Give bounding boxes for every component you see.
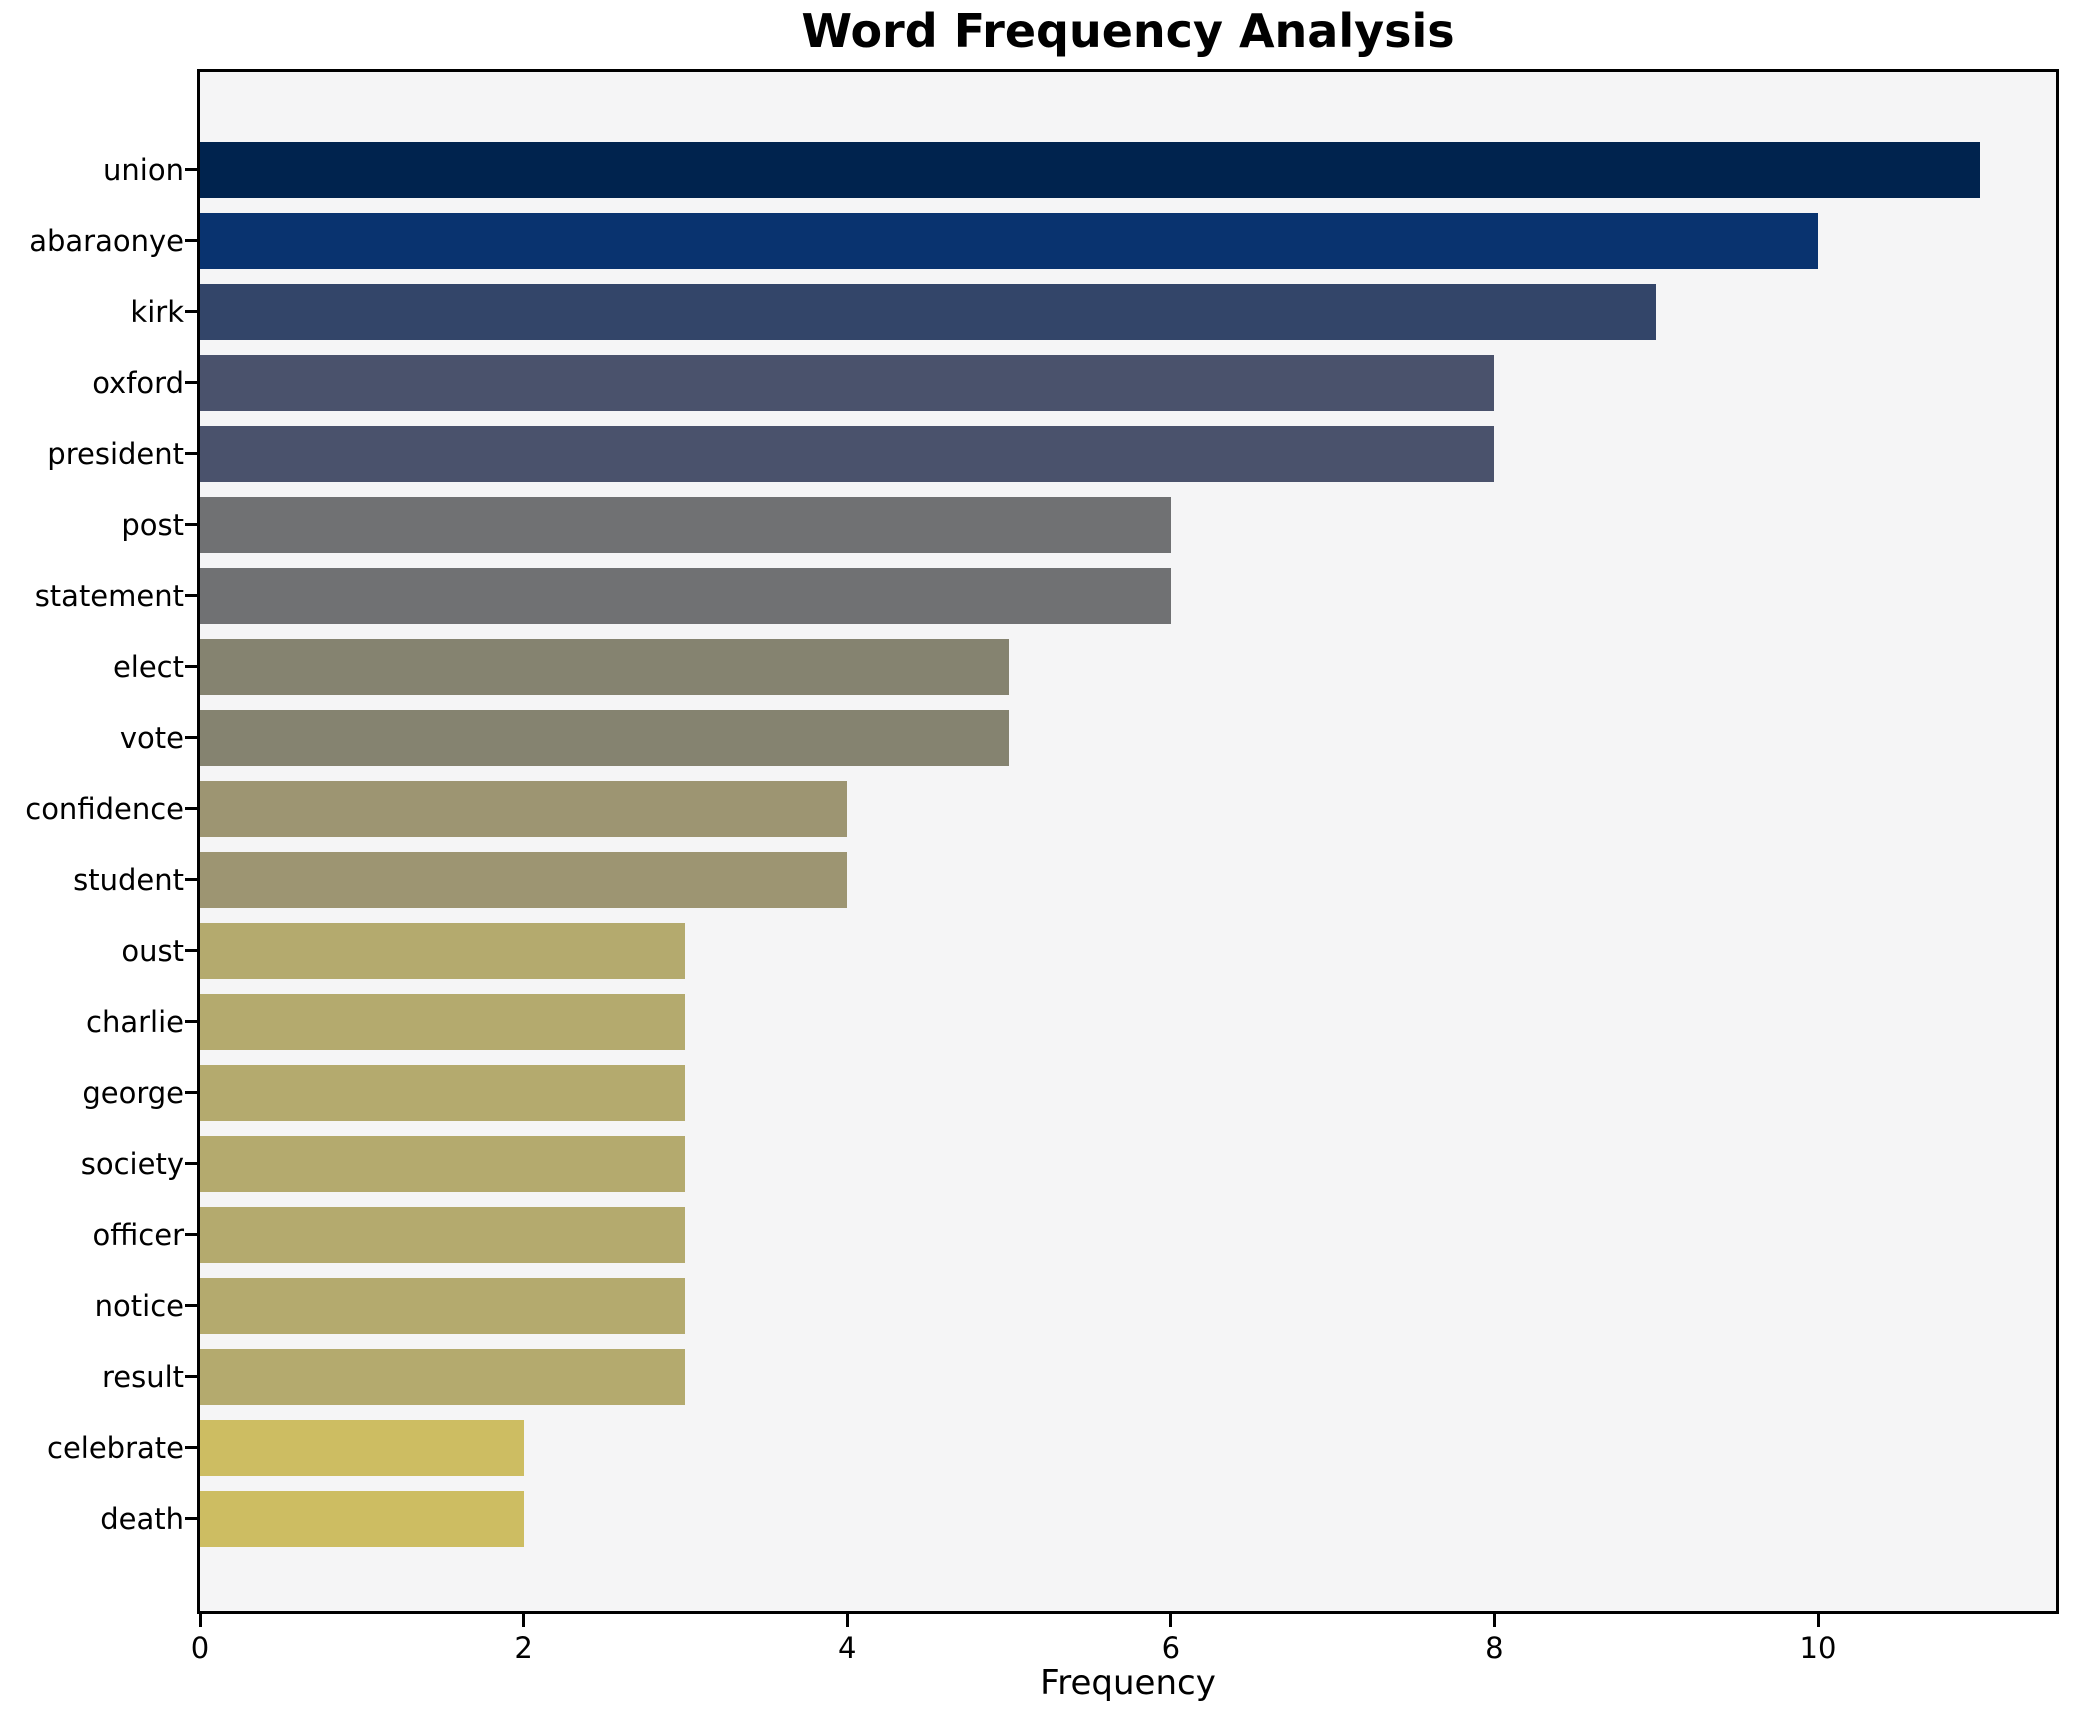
y-tick-mark <box>185 878 197 881</box>
bar-george <box>200 1065 686 1121</box>
y-tick-mark <box>185 1233 197 1236</box>
y-tick-label-notice: notice <box>94 1289 184 1323</box>
y-tick-label-post: post <box>121 508 184 542</box>
y-tick-mark <box>185 1375 197 1378</box>
x-tick-label: 6 <box>1161 1631 1181 1665</box>
bar-result <box>200 1349 686 1405</box>
plot-area <box>197 69 2059 1614</box>
bar-vote <box>200 710 1009 766</box>
x-tick-label: 0 <box>190 1631 210 1665</box>
bar-officer <box>200 1207 686 1263</box>
bar-kirk <box>200 284 1657 340</box>
bar-post <box>200 497 1171 553</box>
y-tick-mark <box>185 523 197 526</box>
y-tick-label-vote: vote <box>119 721 184 755</box>
y-tick-label-charlie: charlie <box>86 1005 184 1039</box>
chart-title: Word Frequency Analysis <box>801 4 1455 58</box>
x-tick-mark <box>1492 1614 1496 1627</box>
y-tick-label-death: death <box>100 1502 184 1536</box>
y-tick-mark <box>185 665 197 668</box>
bar-oxford <box>200 355 1495 411</box>
y-tick-label-kirk: kirk <box>130 295 184 329</box>
y-tick-label-oust: oust <box>121 934 184 968</box>
y-tick-mark <box>185 594 197 597</box>
y-tick-mark <box>185 1446 197 1449</box>
y-tick-mark <box>185 736 197 739</box>
y-tick-label-abaraonye: abaraonye <box>29 224 184 258</box>
bar-statement <box>200 568 1171 624</box>
y-tick-mark <box>185 807 197 810</box>
x-tick-label: 2 <box>514 1631 533 1665</box>
y-tick-mark <box>185 381 197 384</box>
bar-elect <box>200 639 1009 695</box>
y-tick-label-officer: officer <box>92 1218 185 1252</box>
x-axis-label: Frequency <box>1040 1663 1216 1703</box>
y-tick-mark <box>185 310 197 313</box>
y-tick-label-celebrate: celebrate <box>47 1431 184 1465</box>
y-tick-label-george: george <box>82 1076 184 1110</box>
y-tick-label-union: union <box>103 153 184 187</box>
x-tick-mark <box>198 1614 202 1627</box>
x-tick-mark <box>522 1614 526 1627</box>
y-tick-mark <box>185 1304 197 1307</box>
bar-oust <box>200 923 686 979</box>
y-tick-mark <box>185 1517 197 1520</box>
y-tick-label-student: student <box>73 863 184 897</box>
y-tick-label-result: result <box>101 1360 184 1394</box>
y-tick-label-oxford: oxford <box>92 366 184 400</box>
y-tick-label-elect: elect <box>112 650 184 684</box>
x-tick-label: 10 <box>1799 1631 1837 1665</box>
x-tick-mark <box>1169 1614 1173 1627</box>
bar-charlie <box>200 994 686 1050</box>
bar-death <box>200 1491 524 1547</box>
y-tick-mark <box>185 239 197 242</box>
bar-confidence <box>200 781 848 837</box>
y-tick-mark <box>185 1091 197 1094</box>
y-tick-mark <box>185 1162 197 1165</box>
y-tick-label-president: president <box>47 437 184 471</box>
bar-president <box>200 426 1495 482</box>
y-tick-label-statement: statement <box>34 579 184 613</box>
y-tick-mark <box>185 168 197 171</box>
y-tick-mark <box>185 1020 197 1023</box>
x-tick-label: 4 <box>837 1631 857 1665</box>
x-tick-label: 8 <box>1485 1631 1504 1665</box>
bar-society <box>200 1136 686 1192</box>
x-tick-mark <box>1816 1614 1820 1627</box>
bar-notice <box>200 1278 686 1334</box>
y-tick-mark <box>185 452 197 455</box>
x-tick-mark <box>845 1614 849 1627</box>
bar-student <box>200 852 848 908</box>
y-tick-mark <box>185 949 197 952</box>
bar-abaraonye <box>200 213 1818 269</box>
y-tick-label-confidence: confidence <box>25 792 184 826</box>
bar-celebrate <box>200 1420 524 1476</box>
y-tick-label-society: society <box>80 1147 184 1181</box>
bar-union <box>200 142 1980 198</box>
